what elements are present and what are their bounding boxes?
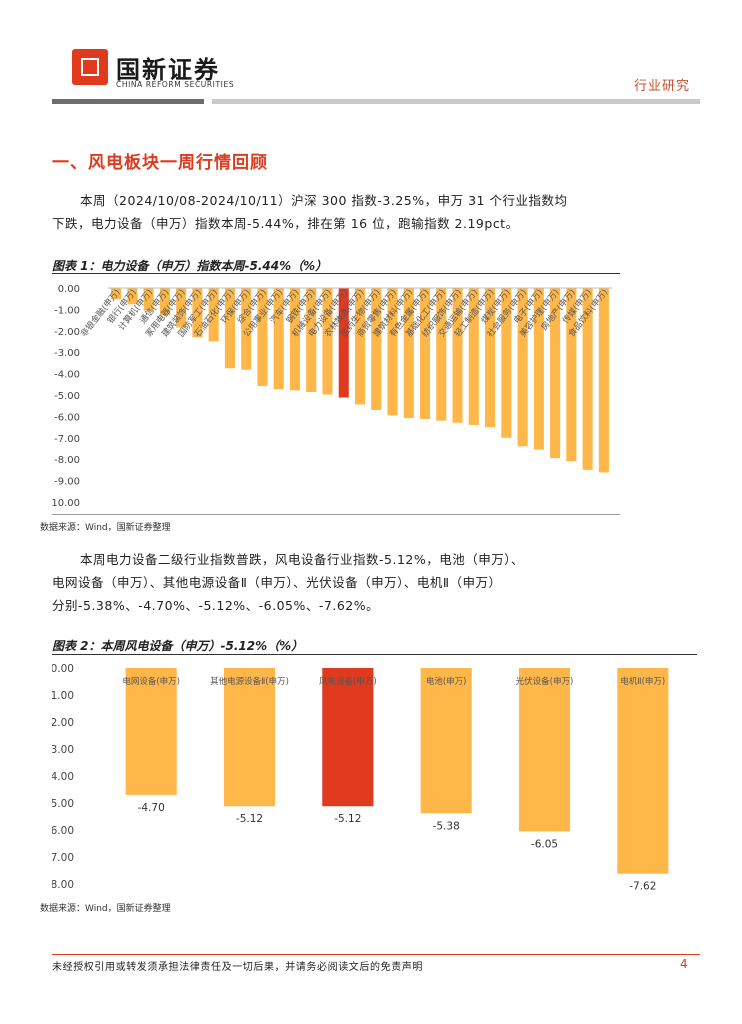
y-tick-label: -7.00	[52, 852, 74, 864]
bar	[338, 288, 349, 398]
figure-2-source: 数据来源：Wind，国新证券整理	[40, 904, 171, 914]
logo-text: 国新证券	[116, 56, 220, 84]
figure-1-bar-chart: 0.00 -1.00 -2.00 -3.00 -4.00 -5.00 -6.00 -7.00 -…	[52, 284, 612, 509]
bar	[371, 288, 382, 410]
bar	[387, 288, 398, 416]
bar	[452, 288, 463, 423]
x-category-label: 其他电源设备Ⅱ(申万)	[210, 676, 289, 687]
figure-1-title: 图表 1：电力设备（申万）指数本周-5.44%（%）	[52, 259, 328, 273]
bar	[566, 288, 577, 462]
header-divider-light	[212, 99, 700, 104]
y-tick-label: -5.00	[52, 798, 74, 810]
y-tick-label: 0.00	[52, 663, 74, 675]
x-category-label: 光伏设备(申万)	[516, 676, 574, 687]
paragraph-2-line-3: 分别-5.38%、-4.70%、-5.12%、-6.05%、-7.62%。	[52, 598, 380, 613]
bar	[501, 288, 512, 438]
bar	[485, 288, 496, 428]
logo-subtext: CHINA REFORM SECURITIES	[116, 80, 235, 89]
y-tick-label: -3.00	[52, 744, 74, 756]
y-tick-label: -9.00	[54, 477, 80, 488]
paragraph-1-line-2: 下跌，电力设备（申万）指数本周-5.44%，排在第 16 位，跑输指数 2.19…	[52, 216, 519, 231]
y-tick-label: -1.00	[52, 690, 74, 702]
bar	[468, 288, 479, 425]
logo-mark	[72, 49, 108, 85]
header-divider-dark	[52, 99, 204, 104]
bar	[419, 288, 431, 419]
paragraph-2-line-2: 电网设备（申万）、其他电源设备Ⅱ（申万）、光伏设备（申万）、电机Ⅱ（申万）	[52, 575, 502, 590]
bar	[176, 288, 187, 328]
data-label: -5.12	[236, 813, 263, 825]
bar	[617, 668, 669, 874]
x-category-label: 电机Ⅱ(申万)	[620, 676, 665, 687]
y-tick-label: -1.00	[54, 305, 80, 316]
y-tick-label: 0.00	[58, 284, 80, 295]
data-label: -4.70	[138, 802, 165, 814]
page-number: 4	[680, 957, 688, 971]
y-tick-label: -7.00	[54, 434, 80, 445]
bar	[582, 288, 593, 470]
bar	[322, 288, 333, 395]
figure-1-title-rule	[52, 273, 620, 274]
bar	[306, 288, 317, 393]
bar	[224, 288, 235, 369]
bar	[550, 288, 561, 459]
y-tick-label: -6.00	[52, 825, 74, 837]
document-type: 行业研究	[633, 79, 690, 94]
bar	[598, 288, 609, 473]
y-tick-label: -8.00	[54, 455, 80, 466]
y-tick-label: -2.00	[54, 327, 80, 338]
bar	[257, 288, 268, 387]
bar	[143, 288, 154, 311]
bar	[322, 668, 374, 807]
bar	[533, 288, 544, 450]
data-label: -6.05	[531, 838, 558, 850]
y-tick-label: -5.00	[54, 391, 80, 402]
paragraph-2-line-1: 本周电力设备二级行业指数普跌，风电设备行业指数-5.12%，电池（申万）、	[80, 552, 524, 567]
bar	[223, 668, 276, 807]
bar	[192, 288, 203, 338]
bar	[111, 288, 122, 300]
y-tick-label: -6.00	[54, 412, 80, 423]
footer-disclaimer: 未经授权引用或转发须承担法律责任及一切后果，并请务必阅读文后的免责声明	[52, 962, 423, 973]
bar	[354, 288, 366, 405]
x-category-label: 电网设备(申万)	[122, 676, 180, 687]
figure-1-bottom-rule	[52, 514, 620, 515]
footer-rule	[52, 954, 700, 955]
bar	[125, 668, 177, 795]
bar	[436, 288, 447, 421]
y-tick-label: -2.00	[52, 717, 74, 729]
figure-2-title-rule	[52, 654, 697, 655]
bar	[403, 288, 414, 419]
bar	[517, 288, 528, 447]
section-title: 一、风电板块一周行情回顾	[52, 153, 268, 173]
data-label: -7.62	[629, 881, 656, 893]
y-tick-label: -8.00	[52, 879, 74, 891]
x-category-label: 电池(申万)	[426, 676, 467, 687]
y-tick-label: -10.00	[52, 498, 80, 509]
figure-1-source: 数据来源：Wind，国新证券整理	[40, 523, 171, 533]
bar	[208, 288, 219, 342]
paragraph-1-line-1: 本周（2024/10/08-2024/10/11）沪深 300 指数-3.25%…	[80, 193, 568, 208]
bar	[127, 288, 138, 305]
bar	[241, 288, 252, 370]
y-tick-label: -4.00	[52, 771, 74, 783]
bar	[518, 668, 571, 832]
bar	[289, 288, 301, 391]
bar	[273, 288, 284, 390]
data-label: -5.12	[334, 813, 361, 825]
bar	[420, 668, 472, 814]
figure-2-title: 图表 2：本周风电设备（申万）-5.12%（%）	[52, 639, 304, 653]
y-tick-label: -3.00	[54, 348, 80, 359]
figure-2-bar-chart: 0.00 -1.00 -2.00 -3.00 -4.00 -5.00 -6.00 -7.00 -…	[52, 663, 669, 893]
y-tick-label: -4.00	[54, 370, 80, 381]
bar	[159, 288, 170, 316]
x-category-label: 风电设备(申万)	[319, 676, 377, 687]
data-label: -5.38	[433, 820, 460, 832]
